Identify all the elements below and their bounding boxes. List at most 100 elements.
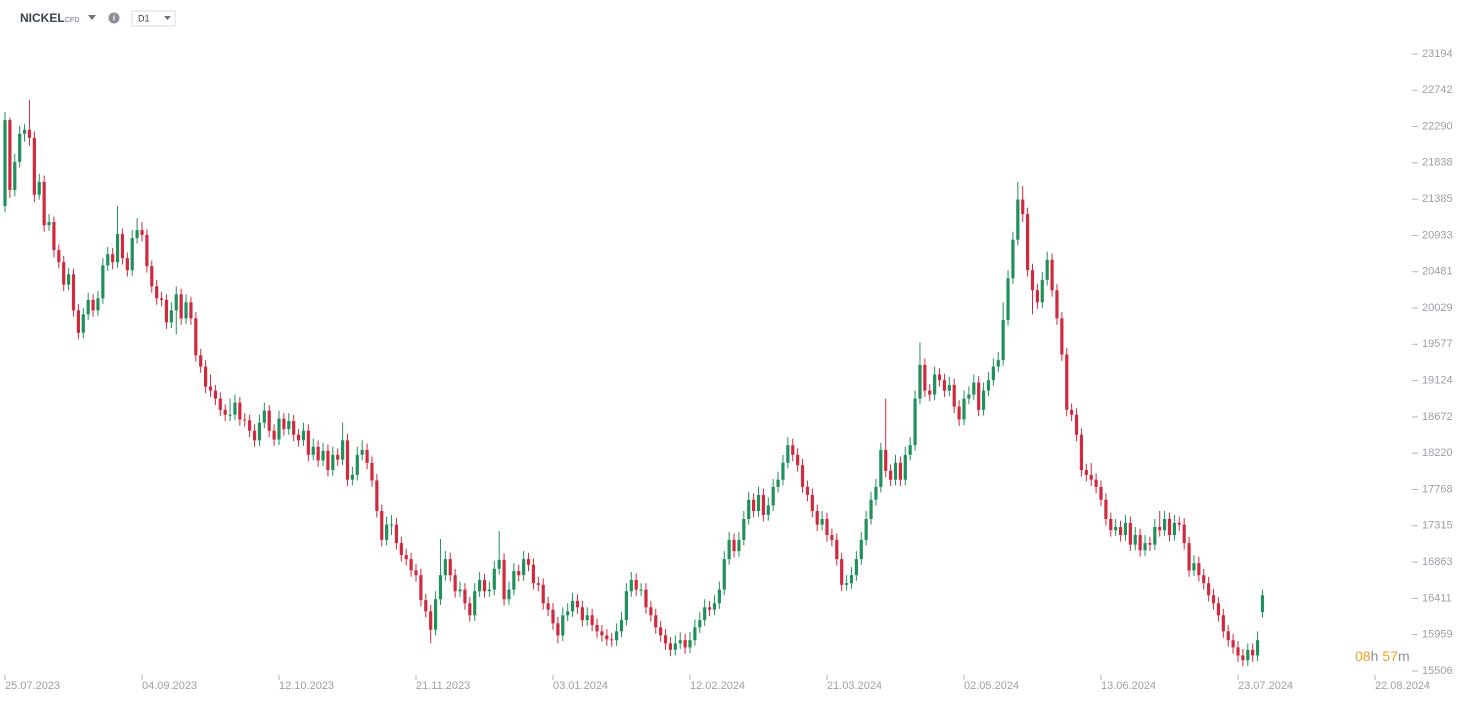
candle-body (355, 454, 359, 475)
info-icon[interactable] (108, 12, 120, 24)
y-tick-label: 17768 (1422, 483, 1453, 495)
candle-body (228, 414, 232, 416)
candle-body (600, 631, 604, 636)
candle-body (908, 445, 912, 455)
candle-body (570, 600, 575, 612)
candle-body (977, 382, 981, 410)
candle-body (952, 384, 956, 407)
candle-body (145, 234, 149, 267)
candle-body (1226, 631, 1230, 641)
candle-body (722, 559, 726, 590)
candle-body (399, 543, 403, 556)
candle-body (1197, 563, 1201, 576)
candle-body (688, 640, 692, 648)
candle-body (771, 486, 775, 506)
candle-body (8, 120, 12, 190)
y-tick-label: 20481 (1422, 266, 1453, 278)
candle-body (864, 518, 868, 540)
candle-body (1182, 524, 1186, 544)
candle-body (1094, 479, 1098, 487)
candle-body (1065, 354, 1069, 410)
candle-body (1050, 259, 1054, 291)
candle-body (522, 559, 526, 576)
candle-body (884, 449, 888, 471)
x-tick-label: 12.02.2024 (690, 680, 745, 692)
candle-body (164, 299, 169, 323)
candle-body (218, 398, 222, 410)
candle-body (1084, 470, 1088, 475)
candle-body (1260, 595, 1265, 613)
info-glyph: i (113, 14, 115, 23)
candle-body (756, 494, 761, 511)
candle-body (947, 384, 951, 391)
candle-body (551, 609, 555, 624)
y-tick-label: 19577 (1422, 338, 1453, 350)
candle-body (120, 234, 125, 259)
candle-body (1128, 523, 1132, 545)
candle-body (321, 450, 325, 461)
candle-body (125, 258, 129, 271)
candle-body (458, 589, 462, 592)
candle-body (1006, 278, 1010, 320)
candle-body (292, 421, 296, 435)
candle-body (683, 640, 687, 648)
symbol: NICKEL (20, 11, 65, 25)
candle-body (512, 571, 516, 590)
candle-body (810, 494, 814, 511)
candle-body (561, 615, 565, 636)
candle-body (115, 234, 120, 263)
candle-body (487, 589, 491, 592)
candle-body (869, 499, 873, 519)
candle-body (727, 539, 731, 560)
candle-body (1021, 199, 1025, 215)
candle-body (1040, 279, 1044, 303)
candle-body (184, 302, 188, 319)
x-tick-label: 23.07.2024 (1238, 680, 1293, 692)
candle-body (482, 579, 487, 592)
candle-body (703, 607, 707, 621)
candle-body (135, 230, 139, 239)
candle-body (796, 454, 800, 466)
candle-body (1138, 535, 1142, 551)
candle-body (893, 462, 898, 480)
candle-body (419, 575, 423, 601)
candle-body (928, 390, 932, 395)
y-tick-label: 18220 (1422, 447, 1453, 459)
x-tick-label: 21.11.2023 (416, 680, 470, 692)
candle-body (575, 600, 580, 608)
candle-body (889, 470, 893, 480)
candle-body (566, 611, 570, 616)
candle-body (747, 499, 751, 519)
candle-body (404, 555, 408, 560)
candle-body (22, 129, 27, 134)
candle-body (199, 355, 203, 367)
candle-body (654, 615, 658, 628)
candle-body (693, 627, 697, 641)
candle-body (752, 499, 756, 511)
candle-body (712, 603, 717, 610)
candle-body (1045, 259, 1049, 280)
candle-body (1079, 434, 1084, 471)
candle-body (1114, 527, 1118, 531)
candle-body (101, 265, 105, 299)
candle-body (854, 559, 858, 576)
symbol-dropdown[interactable] (88, 15, 96, 20)
candle-body (639, 589, 643, 591)
candle-body (663, 635, 668, 644)
candle-body (316, 446, 320, 461)
candle-body (1158, 527, 1162, 531)
x-tick-label: 04.09.2023 (142, 680, 197, 692)
candle-body (301, 430, 306, 441)
candle-body (345, 440, 350, 480)
candle-body (673, 643, 677, 650)
candle-body (429, 611, 433, 630)
interval-select[interactable] (131, 10, 176, 27)
candle-body (1035, 290, 1039, 303)
candle-body (282, 418, 286, 430)
candle-body (659, 627, 663, 636)
candle-body (830, 535, 834, 540)
candle-body (1167, 518, 1172, 536)
candle-body (267, 410, 271, 431)
candle-body (243, 419, 247, 421)
candle-body (3, 120, 7, 207)
